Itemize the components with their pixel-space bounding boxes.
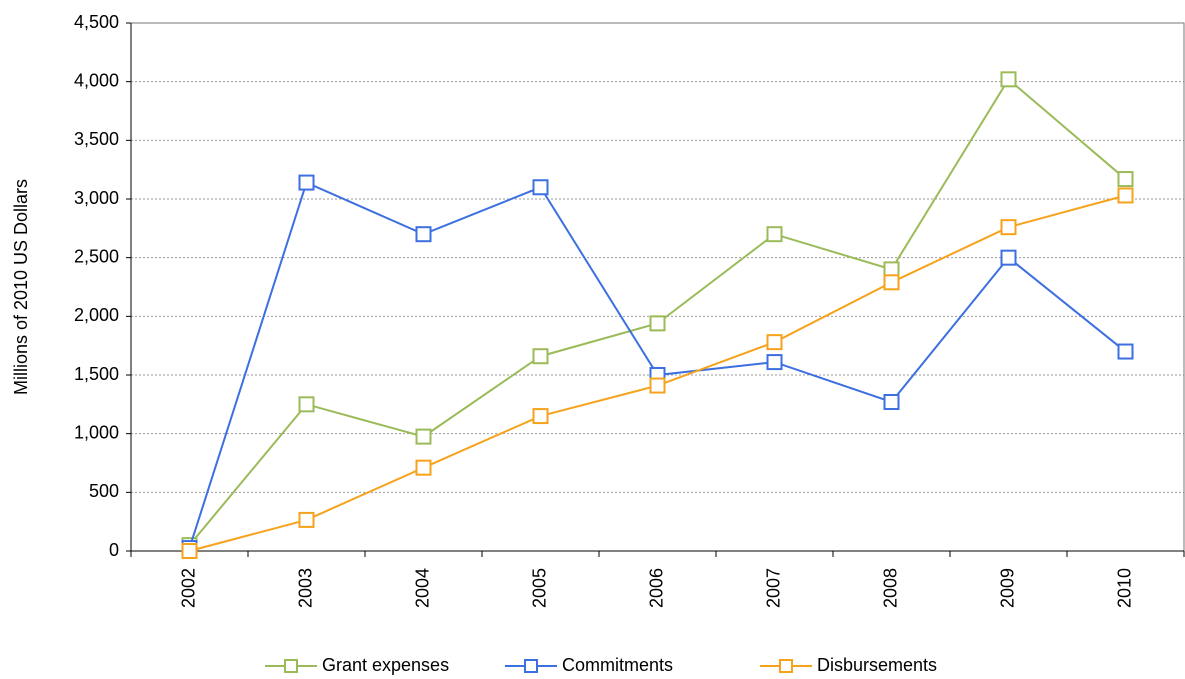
data-point: [532, 348, 549, 365]
data-point: [883, 261, 900, 278]
x-tick-label: 2005: [529, 568, 549, 608]
x-tick-label: 2007: [763, 568, 783, 608]
y-axis-title: Millions of 2010 US Dollars: [11, 179, 31, 395]
data-point: [415, 226, 432, 243]
data-point: [649, 377, 666, 394]
data-point: [766, 354, 783, 371]
y-tick-label: 3,500: [74, 129, 119, 149]
data-point: [532, 179, 549, 196]
series-line: [188, 77, 1127, 546]
data-point: [1000, 219, 1017, 236]
data-point: [1117, 171, 1134, 188]
y-tick-label: 4,500: [74, 12, 119, 32]
legend-marker: [524, 659, 538, 673]
y-tick-label: 0: [109, 540, 119, 560]
data-point: [1000, 71, 1017, 88]
data-point: [298, 396, 315, 413]
y-tick-label: 4,000: [74, 70, 119, 90]
data-point: [766, 226, 783, 243]
x-tick-label: 2006: [646, 568, 666, 608]
data-point: [1117, 187, 1134, 204]
data-point: [883, 274, 900, 291]
x-tick-label: 2003: [295, 568, 315, 608]
data-point: [298, 511, 315, 528]
legend-marker: [284, 659, 298, 673]
data-point: [415, 459, 432, 476]
x-tick-label: 2002: [178, 568, 198, 608]
plot-frame: [130, 22, 1185, 552]
y-tick-label: 2,000: [74, 305, 119, 325]
legend-marker: [779, 659, 793, 673]
y-tick-label: 1,500: [74, 364, 119, 384]
legend-label: Commitments: [562, 655, 673, 675]
y-tick-label: 2,500: [74, 246, 119, 266]
y-tick-label: 500: [89, 481, 119, 501]
legend-label: Disbursements: [817, 655, 937, 675]
data-point: [1117, 343, 1134, 360]
y-tick-label: 3,000: [74, 188, 119, 208]
y-tick-label: 1,000: [74, 422, 119, 442]
data-point: [1000, 249, 1017, 266]
data-point: [883, 393, 900, 410]
data-point: [649, 315, 666, 332]
x-tick-label: 2008: [880, 568, 900, 608]
data-point: [532, 408, 549, 425]
data-point: [298, 174, 315, 191]
x-tick-label: 2010: [1114, 568, 1134, 608]
x-tick-label: 2004: [412, 568, 432, 608]
data-point: [415, 428, 432, 445]
legend-label: Grant expenses: [322, 655, 449, 675]
x-tick-label: 2009: [997, 568, 1017, 608]
data-point: [181, 543, 198, 559]
data-point: [766, 334, 783, 351]
